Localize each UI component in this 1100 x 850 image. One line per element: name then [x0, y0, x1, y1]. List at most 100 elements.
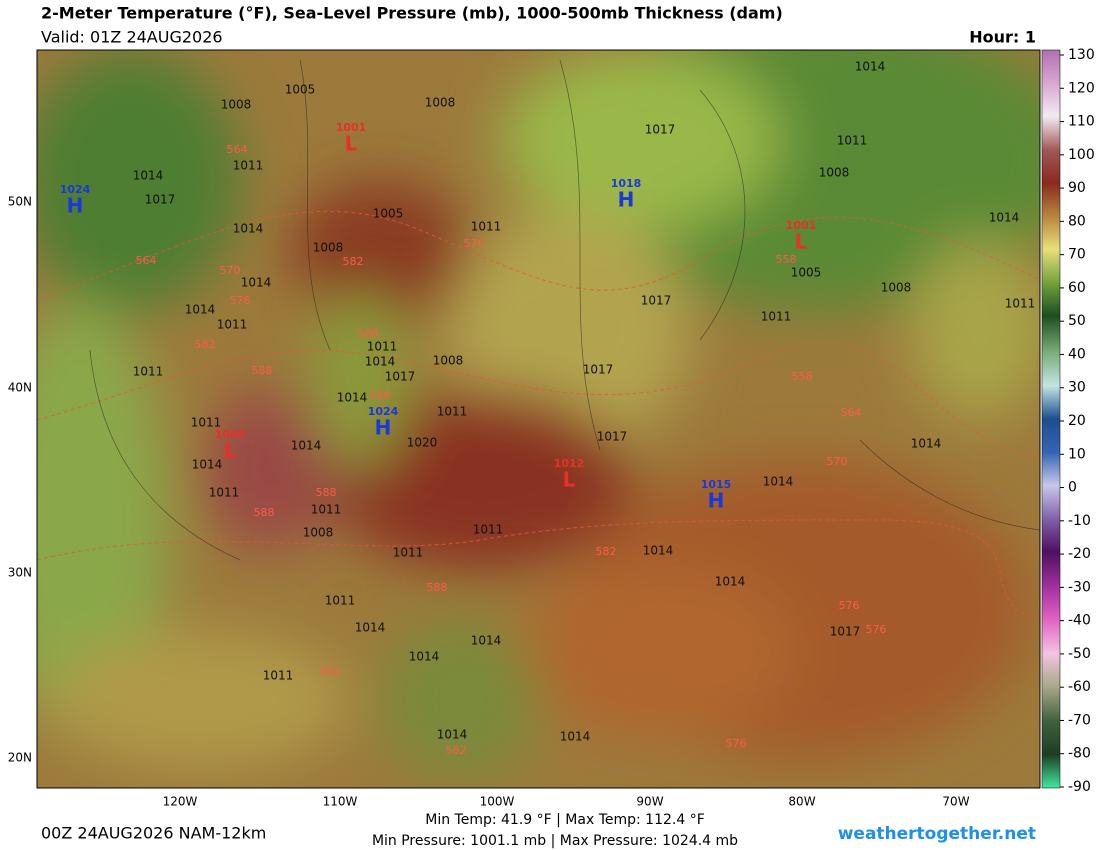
center-symbol: H [67, 194, 84, 218]
isobar-label: 1014 [560, 730, 591, 744]
colorbar-tick-label: -50 [1068, 646, 1091, 662]
isobar-label: 1011 [393, 546, 424, 560]
isobar-label: 1008 [221, 98, 252, 112]
thickness-label: 582 [343, 255, 364, 268]
isobar-label: 1014 [192, 458, 223, 472]
colorbar-tick-label: 0 [1068, 480, 1077, 496]
valid-time: Valid: 01Z 24AUG2026 [41, 28, 223, 47]
isobar-label: 1014 [471, 634, 502, 648]
isobar-label: 1014 [643, 544, 674, 558]
isobar-label: 1014 [989, 211, 1020, 225]
isobar-label: 1011 [311, 503, 342, 517]
center-symbol: L [795, 230, 808, 254]
thickness-label: 588 [427, 581, 448, 594]
lon-label: 100W [480, 795, 515, 809]
colorbar-tick-label: -70 [1068, 712, 1091, 728]
colorbar-tick-label: -40 [1068, 613, 1091, 629]
map-field [37, 50, 1040, 788]
thickness-label: 576 [839, 599, 860, 612]
thickness-label: 564 [136, 254, 157, 267]
isobar-label: 1011 [209, 486, 240, 500]
footer-temp-range: Min Temp: 41.9 °F | Max Temp: 112.4 °F [425, 812, 705, 828]
isobar-label: 1014 [337, 391, 368, 405]
isobar-label: 1014 [911, 437, 942, 451]
colorbar [1041, 49, 1061, 789]
isobar-label: 1017 [597, 430, 628, 444]
footer-model: 00Z 24AUG2026 NAM-12km [41, 824, 266, 843]
lon-label: 120W [163, 795, 198, 809]
isobar-label: 1014 [133, 169, 164, 183]
isobar-label: 1014 [855, 60, 886, 74]
isobar-label: 1008 [313, 241, 344, 255]
isobar-label: 1014 [763, 475, 794, 489]
isobar-label: 1008 [881, 281, 912, 295]
colorbar-tick-label: 60 [1068, 280, 1086, 296]
map-frame [36, 49, 1041, 789]
isobar-label: 1005 [285, 83, 316, 97]
center-symbol: H [375, 416, 392, 440]
thickness-label: 588 [254, 506, 275, 519]
colorbar-tick-label: 90 [1068, 180, 1086, 196]
isobar-label: 1014 [715, 575, 746, 589]
thickness-label: 588 [358, 327, 379, 340]
lat-label: 20N [8, 751, 32, 765]
isobar-label: 1011 [217, 318, 248, 332]
colorbar-tick-label: 10 [1068, 446, 1086, 462]
center-symbol: L [224, 439, 237, 463]
isobar-label: 1008 [425, 96, 456, 110]
colorbar-tick-label: 100 [1068, 147, 1095, 163]
footer-site: weathertogether.net [838, 824, 1036, 844]
isobar-label: 1005 [373, 207, 404, 221]
lon-label: 90W [636, 795, 663, 809]
colorbar-tick-label: 120 [1068, 80, 1095, 96]
colorbar-tick-label: 50 [1068, 313, 1086, 329]
lat-label: 40N [8, 381, 32, 395]
isobar-label: 1005 [791, 266, 822, 280]
center-symbol: L [345, 132, 358, 156]
isobar-label: 1017 [583, 363, 614, 377]
thickness-label: 576 [866, 623, 887, 636]
isobar-label: 1011 [761, 310, 792, 324]
colorbar-tick-label: -20 [1068, 546, 1091, 562]
isobar-label: 1014 [291, 439, 322, 453]
isobar-label: 1017 [641, 294, 672, 308]
isobar-label: 1011 [233, 159, 264, 173]
isobar-label: 1017 [645, 123, 676, 137]
lon-label: 70W [942, 795, 969, 809]
isobar-label: 1014 [241, 276, 272, 290]
lat-label: 30N [8, 566, 32, 580]
isobar-label: 1008 [819, 166, 850, 180]
thickness-label: 582 [446, 744, 467, 757]
center-pressure: 1012 [554, 457, 585, 470]
isobar-label: 1011 [325, 594, 356, 608]
colorbar-tick-label: -10 [1068, 513, 1091, 529]
center-symbol: H [618, 188, 635, 212]
colorbar-tick-label: 40 [1068, 346, 1086, 362]
center-pressure: 1024 [368, 405, 399, 418]
colorbar-tick-label: 80 [1068, 213, 1086, 229]
thickness-label: 582 [320, 665, 341, 678]
thickness-label: 588 [252, 364, 273, 377]
thickness-label: 576 [726, 737, 747, 750]
thickness-label: 558 [792, 370, 813, 383]
thickness-label: 564 [841, 406, 862, 419]
isobar-label: 1011 [367, 340, 398, 354]
isobar-label: 1011 [1005, 297, 1036, 311]
lat-label: 50N [8, 195, 32, 209]
isobar-label: 1014 [409, 650, 440, 664]
thickness-label: 576 [230, 294, 251, 307]
isobar-label: 1011 [133, 365, 164, 379]
isobar-label: 1014 [355, 621, 386, 635]
isobar-label: 1014 [185, 303, 216, 317]
title: 2-Meter Temperature (°F), Sea-Level Pres… [41, 4, 783, 23]
forecast-hour: Hour: 1 [969, 28, 1036, 47]
center-pressure: 1001 [786, 219, 817, 232]
isobar-label: 1017 [830, 625, 861, 639]
colorbar-tick-label: 110 [1068, 114, 1095, 130]
thickness-label: 570 [220, 264, 241, 277]
thickness-label: 588 [370, 389, 391, 402]
isobar-label: 1011 [263, 669, 294, 683]
colorbar-tick-label: -60 [1068, 679, 1091, 695]
lon-label: 110W [323, 795, 358, 809]
